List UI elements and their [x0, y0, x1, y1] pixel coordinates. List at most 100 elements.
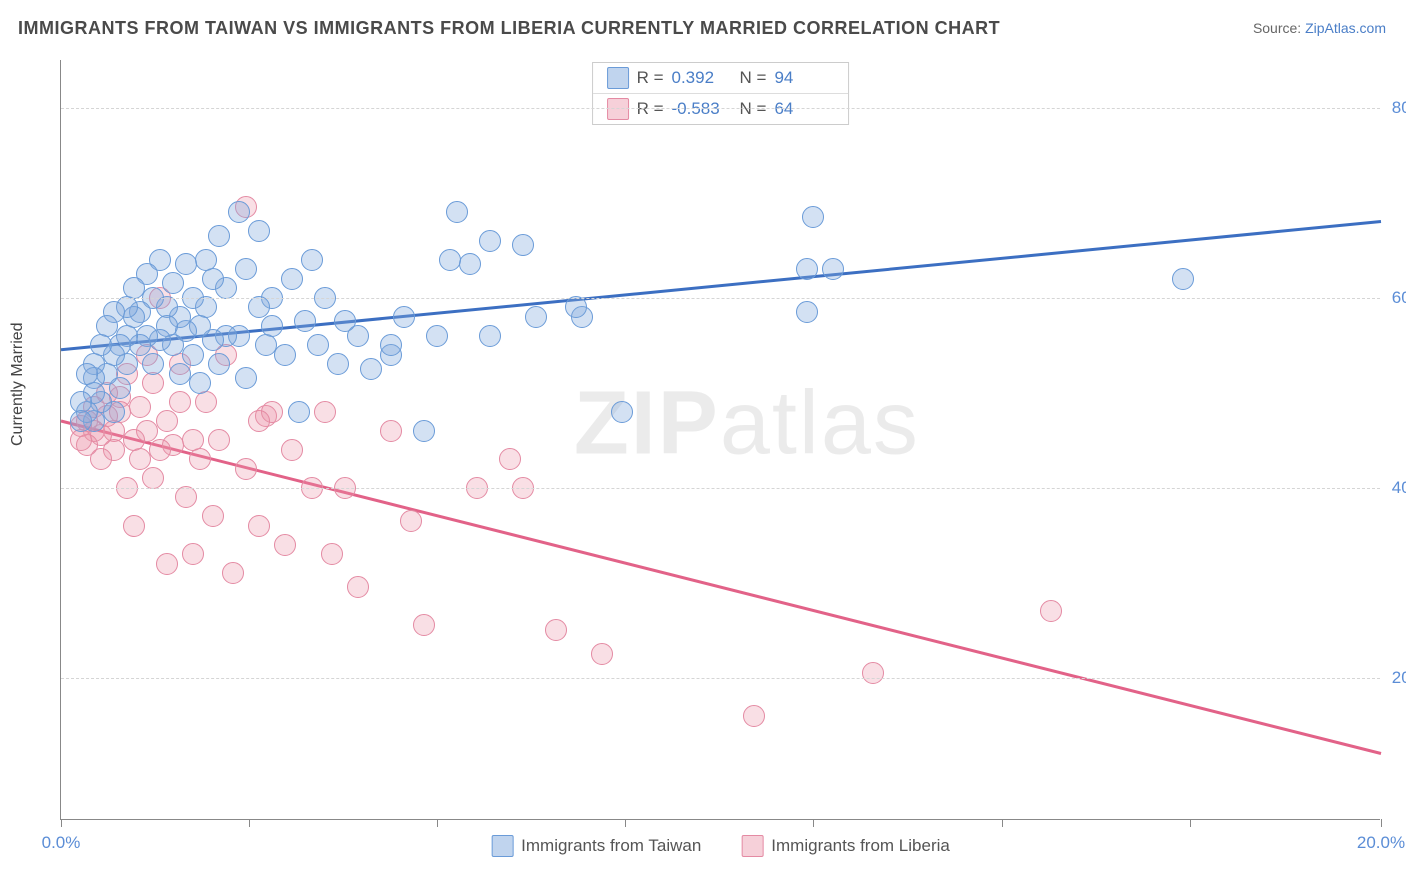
data-point-blue: [202, 268, 224, 290]
data-point-blue: [281, 268, 303, 290]
data-point-pink: [862, 662, 884, 684]
data-point-pink: [202, 505, 224, 527]
data-point-blue: [1172, 268, 1194, 290]
data-point-pink: [149, 439, 171, 461]
data-point-blue: [334, 310, 356, 332]
data-point-pink: [182, 543, 204, 565]
legend-stats-row-1: R = 0.392 N = 94: [593, 63, 849, 93]
data-point-blue: [294, 310, 316, 332]
data-point-blue: [426, 325, 448, 347]
data-point-blue: [255, 334, 277, 356]
data-point-pink: [142, 372, 164, 394]
data-point-blue: [802, 206, 824, 228]
data-point-pink: [380, 420, 402, 442]
data-point-blue: [393, 306, 415, 328]
data-point-blue: [248, 220, 270, 242]
data-point-blue: [611, 401, 633, 423]
data-point-pink: [222, 562, 244, 584]
data-point-blue: [301, 249, 323, 271]
data-point-blue: [439, 249, 461, 271]
x-tick: [437, 819, 438, 827]
data-point-pink: [1040, 600, 1062, 622]
data-point-pink: [248, 410, 270, 432]
y-tick-label: 40.0%: [1392, 478, 1406, 498]
legend-series: Immigrants from Taiwan Immigrants from L…: [491, 835, 950, 857]
y-tick-label: 20.0%: [1392, 668, 1406, 688]
n-value-2: 64: [774, 99, 834, 119]
x-tick: [61, 819, 62, 827]
r-label: R =: [637, 99, 664, 119]
legend-stats: R = 0.392 N = 94 R = -0.583 N = 64: [592, 62, 850, 125]
n-value-1: 94: [774, 68, 834, 88]
x-tick-label: 0.0%: [42, 833, 81, 853]
legend-swatch-pink-icon: [607, 98, 629, 120]
data-point-pink: [413, 614, 435, 636]
data-point-blue: [175, 253, 197, 275]
x-tick: [625, 819, 626, 827]
data-point-blue: [228, 201, 250, 223]
data-point-pink: [347, 576, 369, 598]
data-point-pink: [123, 515, 145, 537]
data-point-blue: [479, 325, 501, 347]
x-tick: [1002, 819, 1003, 827]
data-point-pink: [156, 553, 178, 575]
data-point-pink: [321, 543, 343, 565]
data-point-blue: [327, 353, 349, 375]
data-point-pink: [400, 510, 422, 532]
n-label: N =: [740, 99, 767, 119]
source-prefix: Source:: [1253, 20, 1305, 36]
data-point-blue: [288, 401, 310, 423]
legend-item-1: Immigrants from Taiwan: [491, 835, 701, 857]
chart-title: IMMIGRANTS FROM TAIWAN VS IMMIGRANTS FRO…: [18, 18, 1000, 39]
data-point-pink: [208, 429, 230, 451]
gridline-h: [61, 298, 1380, 299]
x-tick: [249, 819, 250, 827]
source-attribution: Source: ZipAtlas.com: [1253, 20, 1386, 36]
data-point-pink: [591, 643, 613, 665]
data-point-pink: [274, 534, 296, 556]
data-point-blue: [796, 258, 818, 280]
data-point-blue: [189, 372, 211, 394]
trend-line-pink: [61, 421, 1381, 754]
data-point-blue: [76, 363, 98, 385]
legend-swatch-pink-icon: [741, 835, 763, 857]
legend-swatch-blue-icon: [607, 67, 629, 89]
x-tick: [813, 819, 814, 827]
data-point-blue: [169, 363, 191, 385]
y-axis-title: Currently Married: [9, 322, 27, 446]
data-point-pink: [129, 448, 151, 470]
data-point-blue: [235, 367, 257, 389]
r-label: R =: [637, 68, 664, 88]
gridline-h: [61, 488, 1380, 489]
data-point-blue: [208, 353, 230, 375]
data-point-blue: [459, 253, 481, 275]
data-point-pink: [129, 396, 151, 418]
data-point-pink: [123, 429, 145, 451]
gridline-h: [61, 678, 1380, 679]
data-point-pink: [743, 705, 765, 727]
data-point-pink: [314, 401, 336, 423]
data-point-blue: [142, 353, 164, 375]
data-point-blue: [248, 296, 270, 318]
data-point-blue: [380, 334, 402, 356]
data-point-pink: [281, 439, 303, 461]
legend-swatch-blue-icon: [491, 835, 513, 857]
data-point-pink: [142, 467, 164, 489]
data-point-blue: [565, 296, 587, 318]
data-point-blue: [208, 225, 230, 247]
data-point-pink: [545, 619, 567, 641]
data-point-blue: [360, 358, 382, 380]
trend-lines: [61, 60, 1380, 819]
data-point-pink: [499, 448, 521, 470]
x-tick: [1190, 819, 1191, 827]
x-tick: [1381, 819, 1382, 827]
data-point-pink: [156, 410, 178, 432]
source-link[interactable]: ZipAtlas.com: [1305, 20, 1386, 36]
data-point-blue: [446, 201, 468, 223]
data-point-blue: [195, 249, 217, 271]
data-point-blue: [525, 306, 547, 328]
n-label: N =: [740, 68, 767, 88]
x-tick-label: 20.0%: [1357, 833, 1405, 853]
data-point-pink: [182, 429, 204, 451]
data-point-blue: [274, 344, 296, 366]
